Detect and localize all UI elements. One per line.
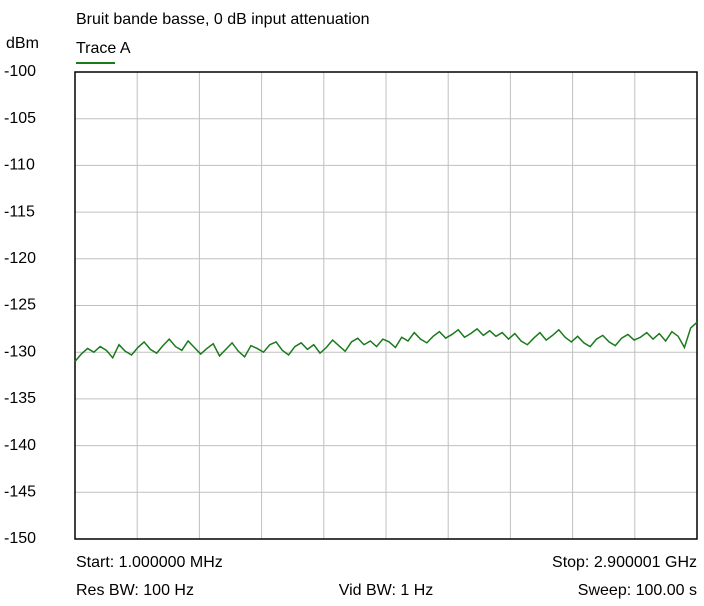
trace-line — [74, 321, 698, 363]
plot-frame — [74, 71, 698, 540]
footer-info: Vid BW: 1 Hz — [339, 582, 434, 599]
y-tick-label: -105 — [4, 110, 36, 127]
footer-info: Res BW: 100 Hz — [76, 582, 194, 599]
y-tick-label: -145 — [4, 484, 36, 501]
y-tick-label: -100 — [4, 63, 36, 80]
y-tick-label: -110 — [4, 157, 35, 174]
y-tick-label: -135 — [4, 390, 36, 407]
y-tick-label: -115 — [4, 203, 35, 220]
y-tick-label: -125 — [4, 297, 36, 314]
chart-title: Bruit bande basse, 0 dB input attenuatio… — [76, 11, 370, 28]
footer-info: Stop: 2.900001 GHz — [552, 554, 697, 571]
y-tick-label: -140 — [4, 437, 36, 454]
y-axis-label: dBm — [6, 35, 39, 52]
y-tick-label: -120 — [4, 250, 36, 267]
legend-label: Trace A — [76, 40, 131, 57]
footer-info: Sweep: 100.00 s — [578, 582, 697, 599]
y-tick-label: -150 — [4, 530, 36, 547]
y-tick-label: -130 — [4, 343, 36, 360]
footer-info: Start: 1.000000 MHz — [76, 554, 223, 571]
